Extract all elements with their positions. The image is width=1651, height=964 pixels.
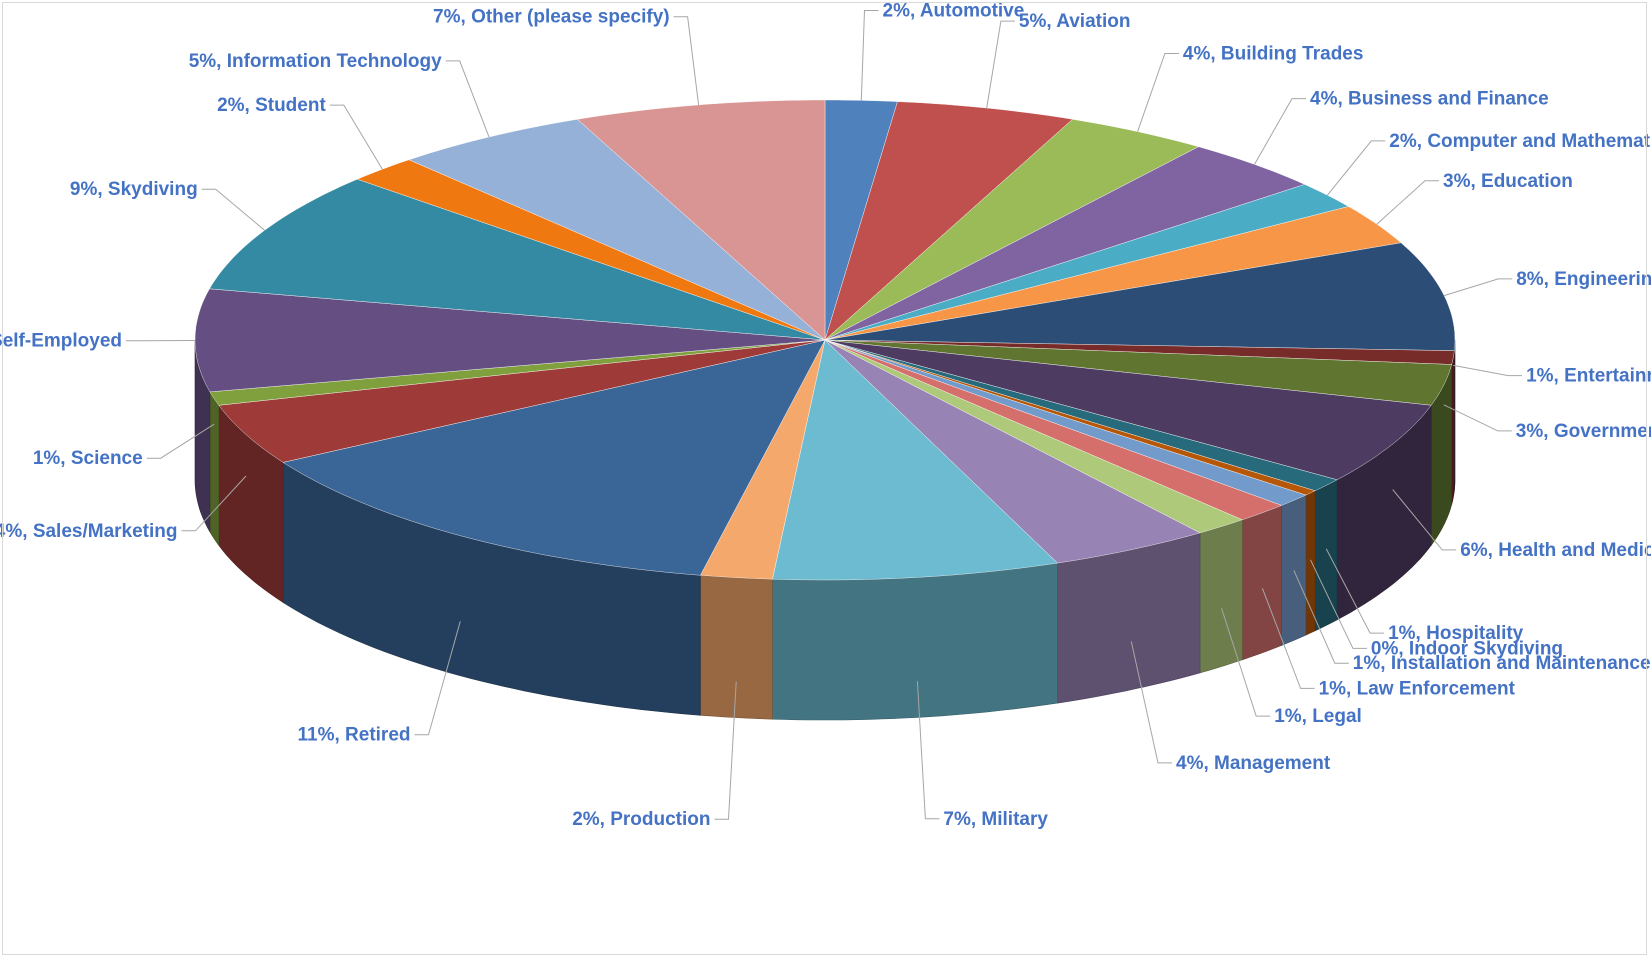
chart-frame: [2, 2, 1647, 955]
